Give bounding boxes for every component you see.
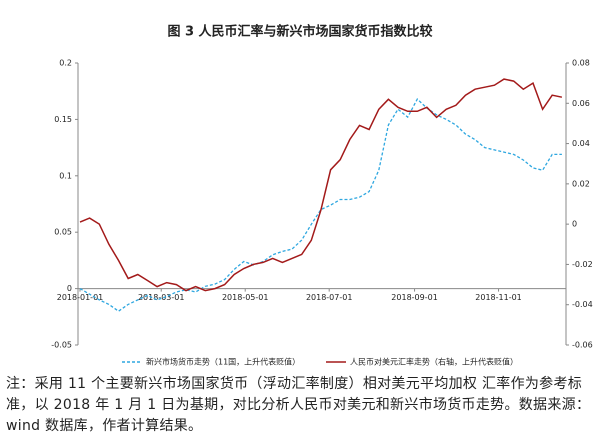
y2-tick-label: 0 [572,220,577,229]
y-tick-label: 0.15 [54,115,72,124]
y-tick-label: 0.2 [59,59,72,68]
x-tick-label: 2018-03-01 [138,293,185,302]
y2-tick-label: 0.04 [572,139,590,148]
y-tick-label: -0.05 [51,341,72,350]
x-tick-label: 2018-01-01 [57,293,104,302]
legend-label: 人民币对美元汇率走势（右轴，上升代表贬值） [350,357,518,367]
chart: 图 3 人民币汇率与新兴市场国家货币指数比较 -0.05 0 0.05 0.1 0.15… [51,24,593,367]
y-tick-label: 0.05 [54,228,72,237]
y2-tick-label: -0.04 [572,300,593,309]
y2-tick-label: 0.02 [572,179,590,188]
x-tick-label: 2018-09-01 [391,293,438,302]
y2-tick-label: -0.02 [572,260,593,269]
y2-tick-label: 0.06 [572,99,590,108]
x-tick-label: 2018-07-01 [306,293,353,302]
note: 注：采用 11 个主要新兴市场国家货币（浮动汇率制度）相对美元平均加权 汇率作为… [6,376,591,434]
y2-tick-label: -0.06 [572,341,593,350]
x-tick-label: 2018-05-01 [222,293,269,302]
series-line [79,78,563,292]
chart-title: 图 3 人民币汇率与新兴市场国家货币指数比较 [167,24,432,40]
series-line [79,98,562,312]
y2-tick-label: 0.08 [572,59,590,68]
y-tick-label: 0 [67,284,72,293]
legend-label: 新兴市场货币走势（11国，上升代表贬值） [146,357,300,367]
x-tick-label: 2018-11-01 [475,293,522,302]
y-tick-label: 0.1 [59,171,72,180]
